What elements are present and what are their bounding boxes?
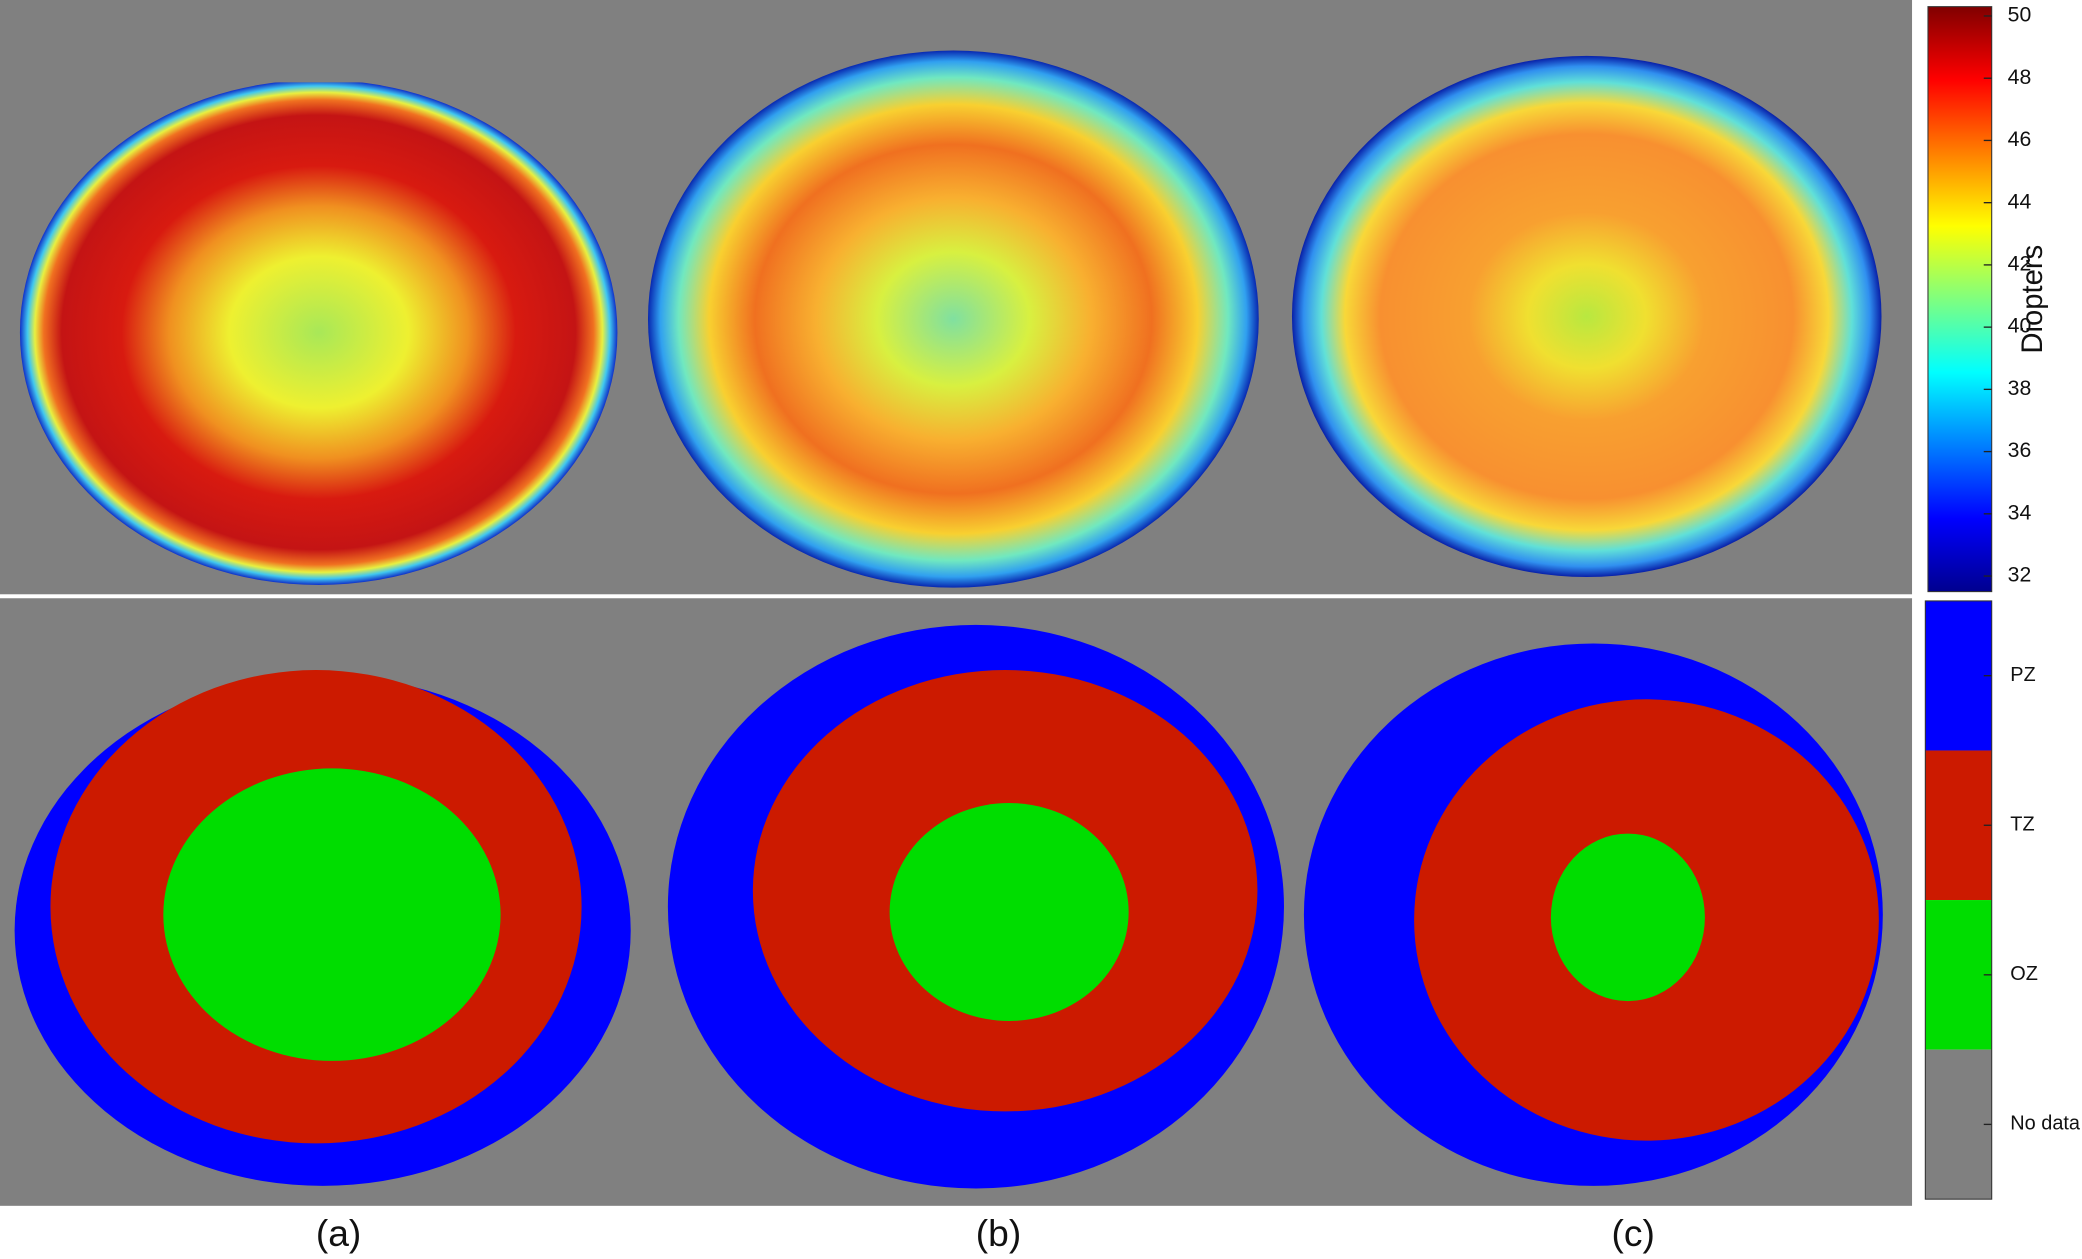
zone-legend: PZ TZ OZ No data [1924,600,2081,1200]
legend-label: No data [2010,1113,2081,1135]
panel-label: (b) [976,1212,1021,1254]
legend-swatch [1925,750,1992,901]
panel-label: (a) [316,1212,361,1254]
legend-label: PZ [2010,664,2035,686]
tick-label: 34 [2008,500,2032,524]
map-a [20,82,618,585]
tick-label: 38 [2008,376,2032,400]
zone-region [889,802,1129,1022]
tick-label: 36 [2008,438,2032,462]
legend-swatch [1925,900,1992,1050]
legend-swatch [1925,600,1992,751]
legend-label: TZ [2010,814,2034,836]
legend-label: OZ [2010,963,2038,985]
zone-maps [14,624,1883,1189]
colorbar-label: Diopters [2017,245,2049,354]
map-b [647,50,1259,588]
colorbar [1927,6,1993,593]
map-c [1291,55,1882,577]
legend-frame [1924,600,1993,1200]
tick-label: 42 [2008,252,2032,276]
tick-label: 48 [2008,65,2032,89]
tick-label: 40 [2008,314,2032,338]
zone-region [1550,833,1705,1002]
panel-label: (c) [1612,1212,1655,1254]
tick-label: 44 [2008,189,2032,213]
tick-label: 32 [2008,563,2032,587]
legend-swatch [1925,1049,1992,1200]
zone-region [163,768,501,1061]
tick-label: 46 [2008,127,2032,151]
tick-label: 50 [2008,3,2032,27]
